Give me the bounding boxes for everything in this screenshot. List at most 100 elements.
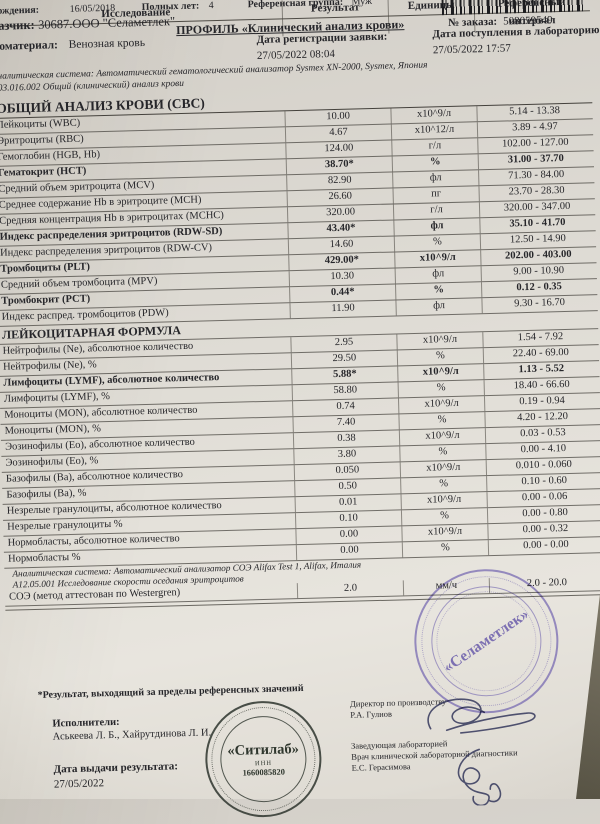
- cell-units: %: [391, 154, 479, 172]
- cell-units: х10^9/л: [400, 492, 487, 510]
- cell-result: 3.80: [293, 446, 400, 465]
- cell-ref: 3.89 - 4.97: [476, 119, 593, 138]
- cell-ref: 1.54 - 7.92: [482, 329, 598, 348]
- cell-units: пг: [392, 186, 479, 204]
- cell-units: фл: [394, 266, 481, 284]
- cell-result: 10.00: [284, 108, 391, 127]
- biomaterial-label: иоматериал:: [0, 39, 59, 53]
- cell-units: х10^9/л: [390, 106, 477, 124]
- director-signature: [427, 698, 536, 734]
- cell-units: х10^9/л: [398, 428, 486, 446]
- cell-result: 429.00*: [288, 252, 395, 271]
- received-date-value: 27/05/2022 17:57: [432, 42, 511, 57]
- cell-ref: 0.19 - 0.94: [483, 393, 600, 412]
- cell-units: %: [400, 508, 488, 526]
- cell-result: 38.70*: [285, 156, 393, 175]
- cell-ref: 18.40 - 66.60: [483, 377, 599, 396]
- cell-result: 82.90: [286, 172, 393, 191]
- cell-result: 14.60: [287, 236, 395, 255]
- registration-date-label: Дата регистрации заявки:: [256, 30, 388, 47]
- citilab-stamp-title: «Ситилаб»: [227, 740, 300, 759]
- results-table-body: Лейкоциты (WBC) 10.00 х10^9/л 5.14 - 13.38 Э…: [0, 103, 600, 607]
- cell-result: 0.44*: [289, 284, 396, 303]
- out-of-range-note: *Результат, выходящий за пределы референ…: [37, 683, 304, 701]
- cell-result: 2.95: [290, 334, 397, 353]
- cell-units: х10^9/л: [399, 460, 487, 478]
- lab-head-signature: [457, 748, 502, 807]
- director-name: Р.А. Гулнов: [350, 708, 393, 720]
- cell-units: х10^9/л: [394, 250, 481, 268]
- cell-ref: 0.010 - 0.060: [485, 457, 600, 476]
- age-value: 4: [208, 0, 214, 12]
- cell-ref: 22.40 - 69.00: [482, 345, 599, 364]
- cell-result: 0.10: [294, 510, 402, 529]
- cell-ref: 0.10 - 0.60: [486, 473, 600, 492]
- cell-result: 0.050: [293, 462, 401, 481]
- cell-units: %: [399, 444, 486, 462]
- ref-group-value: Муж: [351, 0, 373, 8]
- cell-ref: 9.30 - 16.70: [481, 295, 597, 314]
- cell-units: х10^12/л: [390, 122, 478, 140]
- cell-result: 2.0: [296, 580, 404, 599]
- cell-units: фл: [395, 298, 482, 316]
- cell-units: х10^9/л: [397, 364, 484, 382]
- cell-units: %: [393, 234, 481, 252]
- cell-result: 43.40*: [287, 220, 394, 239]
- cell-result: 11.90: [289, 300, 396, 319]
- biomaterial-value: Венозная кровь: [68, 36, 146, 51]
- cell-result: 58.80: [291, 382, 398, 401]
- cell-units: %: [397, 380, 484, 398]
- cell-units: х10^9/л: [396, 332, 483, 350]
- cell-ref: 0.03 - 0.53: [484, 425, 600, 444]
- cell-units: фл: [393, 218, 480, 236]
- cell-result: 5.88*: [291, 366, 398, 385]
- issue-date-value: 27/05/2022: [53, 777, 105, 791]
- cell-units: г/л: [391, 138, 478, 156]
- cell-ref: 4.20 - 12.20: [484, 409, 600, 428]
- citilab-stamp-center: «Ситилаб» ИНН 1660085820: [220, 716, 306, 802]
- executors-label: Исполнители:: [52, 716, 120, 730]
- results-table: Исследование Результат Единицы Референсн…: [0, 0, 600, 611]
- cell-ref: 12.50 - 14.90: [479, 231, 596, 250]
- cell-result: 7.40: [292, 414, 399, 433]
- citilab-stamp: «Ситилаб» ИНН 1660085820: [203, 699, 323, 819]
- cell-ref: 1.13 - 5.52: [483, 361, 599, 380]
- cell-units: х10^9/л: [397, 396, 485, 414]
- cell-units: %: [395, 282, 482, 300]
- cell-ref: 31.00 - 37.70: [477, 151, 593, 170]
- cell-result: 0.50: [294, 478, 401, 497]
- cell-ref: 35.10 - 41.70: [479, 215, 595, 234]
- cell-ref: 102.00 - 127.00: [477, 135, 593, 154]
- cell-units: %: [401, 540, 489, 558]
- cell-units: %: [400, 476, 487, 494]
- cell-ref: 23.70 - 28.30: [478, 183, 594, 202]
- cell-result: 4.67: [284, 124, 392, 143]
- analytic-system-line: налитическая система: Автоматический гем…: [0, 60, 428, 82]
- issue-date-label: Дата выдачи результата:: [53, 760, 179, 776]
- cell-units: г/л: [392, 202, 480, 220]
- cell-result: 0.74: [292, 398, 399, 417]
- cell-ref: 0.00 - 0.06: [486, 489, 600, 508]
- cell-units: фл: [392, 170, 479, 188]
- cell-result: 29.50: [290, 350, 398, 369]
- cell-ref: 0.12 - 0.35: [480, 279, 597, 298]
- cell-result: 0.00: [295, 542, 403, 561]
- age-label: Полных лет:: [141, 0, 200, 14]
- cell-result: 0.01: [294, 494, 401, 513]
- cell-result: 10.30: [288, 268, 395, 287]
- cell-result: 0.38: [292, 430, 400, 449]
- cell-result: 0.00: [295, 526, 402, 545]
- method-code-line: 03.016.002 Общий (клинический) анализ кр…: [0, 78, 185, 94]
- citilab-stamp-inn-value: 1660085820: [242, 766, 286, 778]
- cell-ref: 0.00 - 0.32: [487, 521, 600, 540]
- cell-ref: 202.00 - 403.00: [480, 247, 596, 266]
- cell-result: 26.60: [286, 188, 393, 207]
- cell-units: %: [396, 348, 484, 366]
- cell-ref: 0.00 - 0.80: [486, 505, 600, 524]
- cell-ref: 0.00 - 4.10: [485, 441, 600, 460]
- birth-date-label: рождения:: [0, 4, 40, 17]
- cell-ref: 320.00 - 347.00: [478, 199, 595, 218]
- cell-result: 320.00: [286, 204, 394, 223]
- cell-result: 124.00: [285, 140, 392, 159]
